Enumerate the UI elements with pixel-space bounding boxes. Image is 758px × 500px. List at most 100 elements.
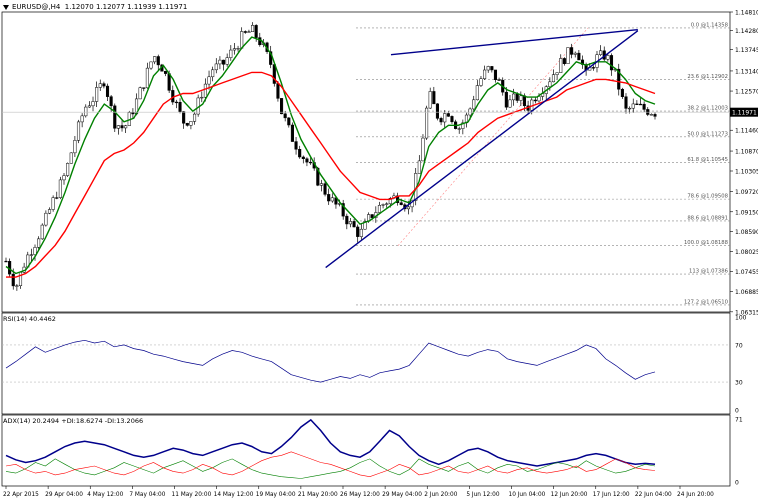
candle-body [472,99,476,110]
candle-body [348,221,352,225]
candle-body [145,67,149,89]
candle-body [18,272,23,287]
time-tick-label: 19 May 04:00 [256,492,296,498]
candle-body [276,83,280,99]
candle-body [385,203,389,205]
time-tick-label: 21 May 20:00 [298,492,338,498]
candle-body [493,69,498,80]
candle-body [330,197,334,202]
candle-body [120,125,124,129]
candle-body [182,111,186,124]
candle-body [247,31,251,33]
candle-body [214,63,218,71]
candle-body [124,125,128,129]
candle-body [109,96,113,107]
time-tick-label: 22 Apr 2015 [3,492,39,498]
candle-body [163,71,168,74]
price-tick-label: 1.11460 [735,128,758,135]
candle-body [290,124,294,142]
rsi-panel-frame [1,312,731,415]
price-tick-label: 1.09150 [735,209,758,216]
fibonacci-level-label: 127.2 @1.06510 [684,299,729,305]
price-tick-label: 1.10305 [735,169,758,176]
fibonacci-level-label: 23.6 @1.12902 [687,74,728,80]
fibonacci-level-label: 113 @1.07386 [689,269,729,275]
candle-body [47,209,52,214]
candle-body [229,49,233,58]
candle-body [66,163,70,176]
candle-body [29,254,33,256]
candle-body [327,194,331,202]
rsi-header: RSI(14) 40.4462 [3,315,56,323]
candle-body [254,25,258,38]
candle-body [653,114,657,117]
rsi-tick-label: 100 [735,315,747,322]
candle-body [305,158,309,163]
candle-body [341,203,345,217]
candle-body [399,202,403,205]
time-tick-label: 5 Jun 12:00 [466,492,499,498]
candle-body [95,87,99,102]
candle-body [609,55,614,71]
collapse-triangle-icon [3,4,9,10]
candle-body [174,101,178,104]
rsi-indicator [2,339,730,383]
time-tick-label: 11 May 20:00 [172,492,212,498]
fibonacci-levels: 0.0 @1.14358 23.6 @1.12902 38.2 @1.12003 50… [356,22,730,305]
candle-body [475,85,479,101]
candle-body [363,221,367,230]
candle-body [515,93,519,101]
candle-body [62,175,66,181]
candle-body [533,99,537,102]
candle-body [309,161,313,164]
moving-average-line [5,36,656,275]
candle-body [185,123,189,126]
candle-body [40,224,44,240]
fibonacci-level-label: 88.6 @1.08891 [687,215,728,221]
candle-body [573,52,577,55]
candle-body [479,78,483,86]
candle-body [504,91,508,108]
price-tick-label: 1.06315 [735,309,758,316]
adx-tick-label: 71 [735,417,743,424]
candle-body [98,83,102,88]
candle-body [388,198,392,205]
candle-body [131,112,135,115]
candle-body [425,107,429,139]
candle-body [577,52,581,61]
candle-body [55,197,59,199]
time-tick-label: 17 Jun 12:00 [593,492,630,498]
adx-tick-label: 0 [735,480,739,487]
candle-body [508,99,512,108]
adx-line [5,418,656,467]
candle-body [153,56,157,63]
candle-body [635,103,639,105]
time-tick-label: 29 May 04:00 [382,492,422,498]
candle-body [599,50,603,55]
candle-body [439,118,443,123]
price-tick-label: 1.10870 [735,149,758,156]
candle-body [638,103,643,106]
adx-line [5,451,656,478]
candle-body [283,113,287,119]
candle-body [319,183,323,186]
candle-body [11,273,15,287]
candle-body [461,122,465,129]
candle-body [149,61,153,69]
time-tick-label: 7 May 04:00 [129,492,165,498]
fibonacci-level-label: 78.6 @1.09508 [687,194,728,200]
candle-body [628,107,632,110]
candle-body [301,156,305,160]
candle-body [457,128,461,130]
candle-body [486,66,490,71]
candle-body [435,103,440,119]
time-tick-label: 24 Jun 20:00 [677,492,714,498]
candle-body [497,79,501,81]
trendline [325,30,639,269]
candle-body [548,81,552,87]
fibonacci-level-label: 38.2 @1.12003 [687,106,728,112]
time-tick-label: 12 Jun 20:00 [551,492,588,498]
time-tick-label: 26 May 12:00 [340,492,380,498]
candle-body [490,66,494,71]
